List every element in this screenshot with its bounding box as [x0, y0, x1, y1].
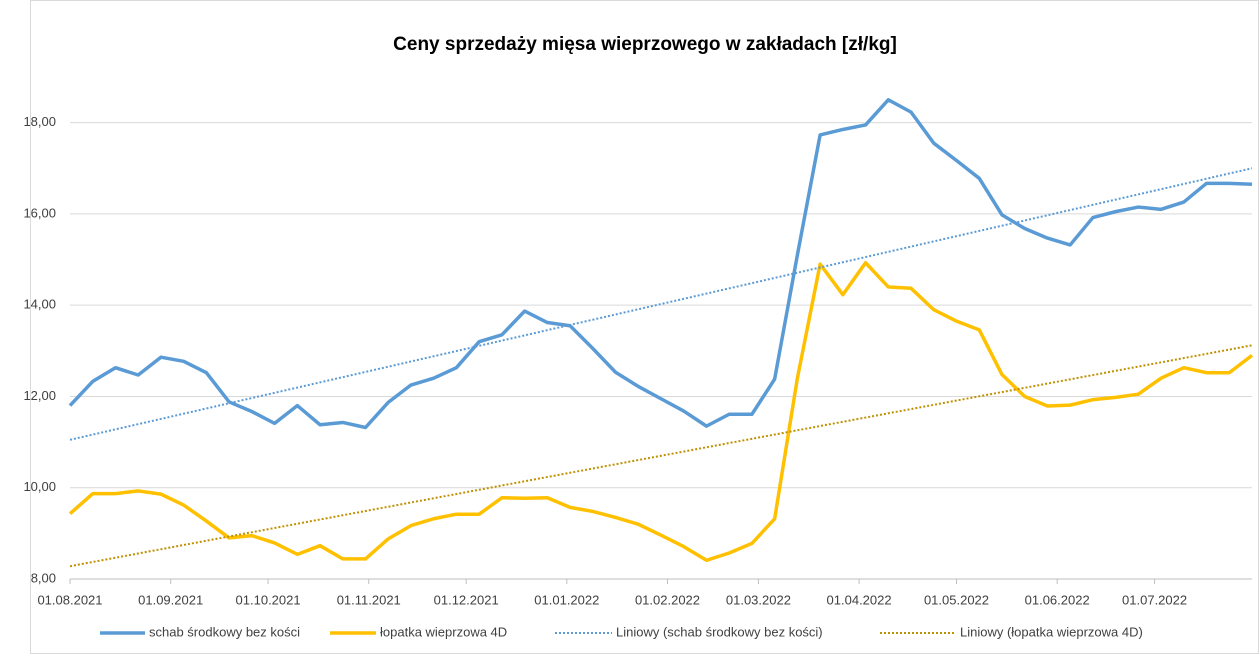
chart-frame: [30, 0, 1259, 654]
legend-label: Liniowy (łopatka wieprzowa 4D): [960, 624, 1143, 639]
trend-line: [69, 344, 1253, 568]
x-tick-label: 01.03.2022: [726, 592, 791, 607]
x-tick-label: 01.11.2021: [337, 592, 401, 607]
x-tick-label: 01.10.2021: [236, 592, 301, 607]
x-tick-label: 01.06.2022: [1025, 592, 1090, 607]
series-line: [68, 260, 1254, 563]
y-tick-label: 18,00: [23, 114, 56, 129]
x-tick-label: 01.02.2022: [635, 592, 700, 607]
series-line: [68, 98, 1253, 430]
x-tick-label: 01.12.2021: [434, 592, 499, 607]
x-tick-label: 01.05.2022: [924, 592, 989, 607]
y-tick-label: 14,00: [23, 297, 56, 312]
x-tick-label: 01.08.2021: [37, 592, 102, 607]
chart-title: Ceny sprzedaży mięsa wieprzowego w zakła…: [393, 34, 897, 55]
y-tick-label: 16,00: [23, 205, 56, 220]
y-tick-label: 10,00: [23, 479, 56, 494]
legend-label: łopatka wieprzowa 4D: [380, 624, 507, 639]
y-tick-label: 12,00: [23, 388, 56, 403]
legend-label: Liniowy (schab środkowy bez kości): [616, 624, 823, 639]
y-tick-label: 8,00: [31, 570, 56, 585]
x-tick-label: 01.04.2022: [827, 592, 892, 607]
x-tick-label: 01.01.2022: [534, 592, 599, 607]
x-tick-label: 01.09.2021: [138, 592, 203, 607]
legend-label: schab środkowy bez kości: [149, 624, 300, 639]
x-tick-label: 01.07.2022: [1122, 592, 1187, 607]
